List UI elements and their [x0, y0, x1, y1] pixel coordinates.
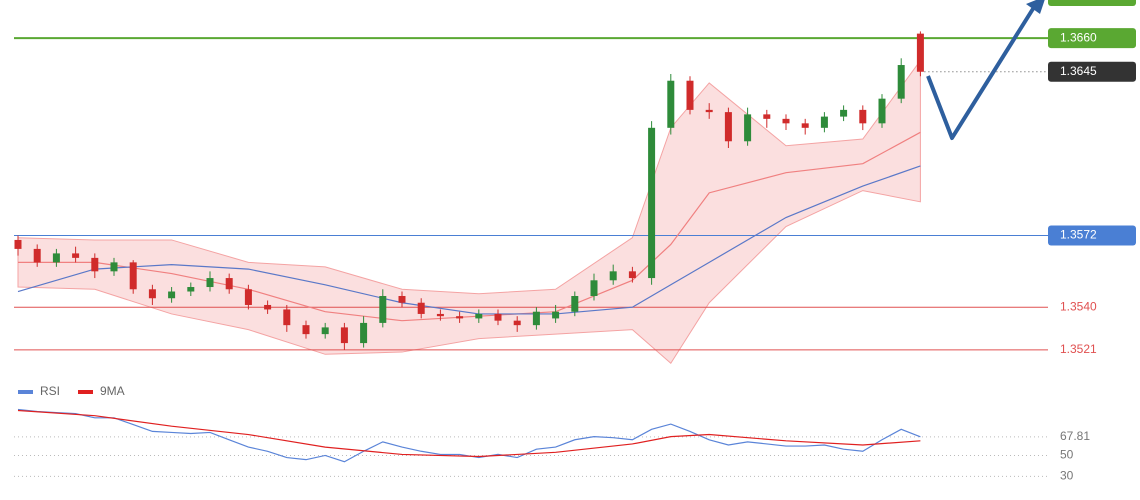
indicator-line: [17, 408, 921, 463]
candle-body: [686, 80, 694, 110]
candle-body: [168, 291, 176, 299]
candle-body: [456, 316, 464, 319]
candle-body: [590, 280, 598, 296]
candle-body: [14, 239, 22, 249]
level-label-box: [1048, 225, 1136, 246]
candle-body: [187, 287, 195, 292]
candle-body: [52, 253, 60, 263]
legend-label: 9MA: [100, 384, 125, 398]
bollinger-band: [17, 59, 921, 365]
offscreen-label: [1048, 0, 1136, 6]
level-label: 1.3660: [1060, 30, 1097, 44]
legend-label: RSI: [40, 384, 60, 398]
candle-body: [264, 304, 272, 310]
candle-body: [571, 296, 579, 312]
candle-body: [840, 109, 848, 117]
candle-body: [33, 248, 41, 263]
candle-body: [878, 98, 886, 124]
candle-body: [321, 327, 329, 335]
candle-body: [552, 311, 560, 319]
candle-body: [532, 311, 540, 326]
candle-body: [244, 289, 252, 305]
price-pane: 1.3660 1.3645 1.3572 1.3540 1.3521: [14, 28, 1136, 365]
candle-body: [360, 322, 368, 344]
level-label: 1.3521: [1060, 342, 1097, 356]
candle-body: [801, 123, 809, 128]
level-label: 1.3645: [1060, 64, 1097, 78]
candle-body: [648, 127, 656, 279]
candle-body: [283, 309, 291, 326]
candle-body: [897, 65, 905, 99]
candle-body: [763, 114, 771, 119]
candle-body: [72, 253, 80, 258]
candle-body: [513, 320, 521, 326]
candle-body: [302, 325, 310, 335]
y-tick-label: 30: [1060, 469, 1074, 483]
candle-body: [859, 109, 867, 124]
moving-average: [17, 165, 921, 315]
candle-body: [129, 262, 137, 290]
candle-body: [206, 278, 214, 288]
candle-body: [744, 114, 752, 142]
candle-body: [494, 313, 502, 321]
candle-body: [782, 118, 790, 124]
candle-body: [417, 302, 425, 314]
level-label: 1.3572: [1060, 228, 1097, 242]
forecast-arrow: [926, 2, 1038, 140]
level-label-box: [1048, 61, 1136, 82]
candle-body: [667, 80, 675, 128]
candle-body: [705, 109, 713, 113]
candle-body: [398, 296, 406, 303]
candle-body: [110, 262, 118, 272]
candle-body: [820, 116, 828, 128]
y-tick-label: 50: [1060, 448, 1074, 462]
candle-body: [340, 327, 348, 344]
arrow-head: [1026, 0, 1045, 14]
candle-body: [628, 271, 636, 279]
candle-body: [609, 271, 617, 281]
candle-body: [91, 257, 99, 272]
y-tick-label: 67.81: [1060, 429, 1090, 443]
indicator-line: [17, 409, 921, 458]
candle-body: [724, 112, 732, 142]
candle-body: [916, 33, 924, 72]
level-label: 1.3540: [1060, 299, 1097, 313]
candle-body: [225, 278, 233, 290]
candle-body: [475, 313, 483, 319]
candle-body: [379, 296, 387, 323]
candle-body: [436, 313, 444, 317]
rsi-pane: 67.81 50 30 RSI 9MA: [14, 384, 1090, 483]
level-label-box: [1048, 28, 1136, 49]
candle-body: [148, 289, 156, 299]
